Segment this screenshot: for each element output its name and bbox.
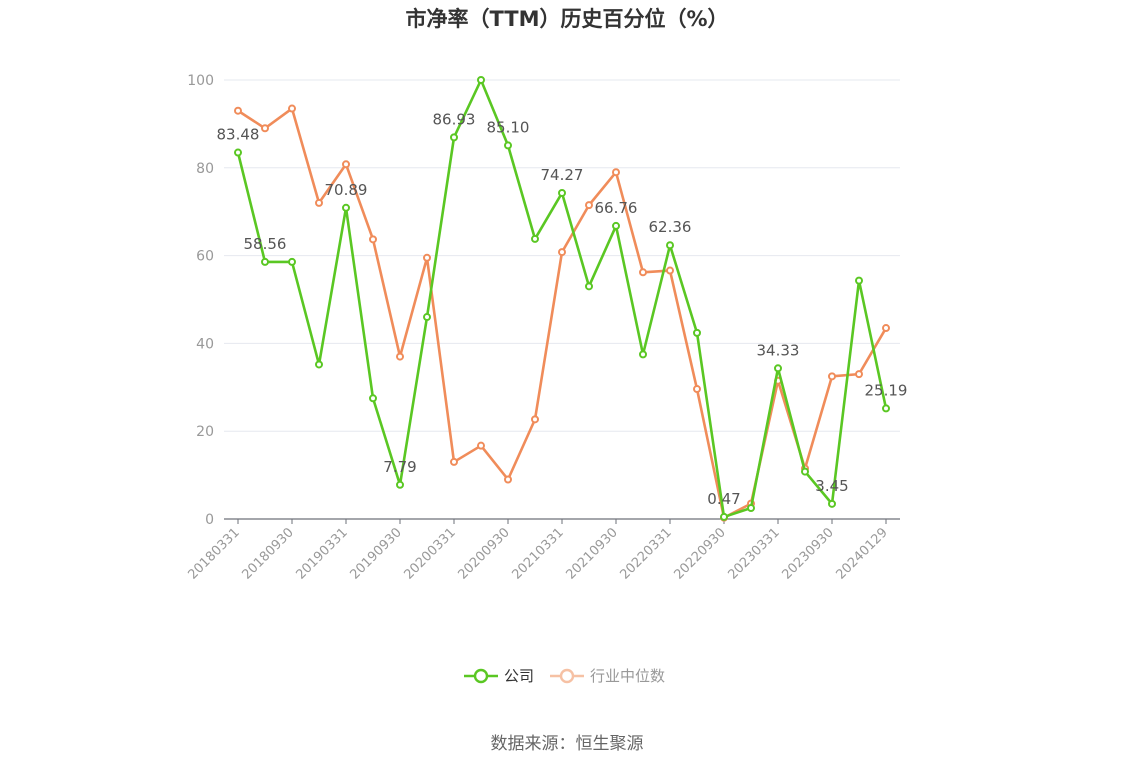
- company-data-point[interactable]: [801, 467, 809, 476]
- company-data-point[interactable]: [288, 257, 296, 266]
- industry-median-data-point[interactable]: [612, 168, 620, 177]
- company-data-point[interactable]: [828, 499, 836, 508]
- company-data-point[interactable]: [477, 76, 485, 84]
- y-tick-label: 20: [196, 424, 214, 440]
- industry-median-data-point[interactable]: [531, 415, 539, 424]
- x-tick-label: 20180930: [239, 525, 296, 582]
- industry-median-data-point[interactable]: [558, 248, 566, 257]
- company-data-point[interactable]: [315, 360, 323, 369]
- company-data-label: 66.76: [595, 199, 638, 217]
- y-tick-label: 80: [196, 161, 214, 177]
- company-data-label: 0.47: [707, 490, 740, 508]
- x-tick-label: 20190930: [347, 525, 404, 582]
- series-layer: [234, 76, 890, 522]
- industry-median-data-point[interactable]: [288, 104, 296, 113]
- x-tick-label: 20200331: [401, 525, 458, 582]
- industry-median-data-point[interactable]: [828, 372, 836, 381]
- industry-median-data-point[interactable]: [261, 124, 269, 133]
- legend-circle-icon: [559, 668, 575, 684]
- x-tick-label: 20180331: [185, 525, 242, 582]
- company-data-label: 70.89: [325, 181, 368, 199]
- company-data-point[interactable]: [531, 234, 539, 243]
- company-data-label: 74.27: [541, 166, 584, 184]
- industry-median-data-point[interactable]: [234, 106, 242, 115]
- industry-median-data-point[interactable]: [666, 266, 674, 275]
- company-data-point[interactable]: [720, 512, 728, 521]
- axes: 0 20 40 60 80 100 2018033120180930201903312019…: [185, 73, 900, 583]
- company-data-point[interactable]: [774, 364, 782, 373]
- company-data-point[interactable]: [423, 313, 431, 322]
- x-tick-label: 20210331: [509, 525, 566, 582]
- company-data-label: 62.36: [649, 218, 692, 236]
- company-data-point[interactable]: [234, 148, 242, 157]
- company-data-point[interactable]: [855, 276, 863, 285]
- company-data-point[interactable]: [504, 141, 512, 150]
- industry-median-data-point[interactable]: [639, 268, 647, 277]
- industry-median-data-point[interactable]: [504, 475, 512, 484]
- company-data-point[interactable]: [666, 241, 674, 250]
- industry-median-data-point[interactable]: [882, 324, 890, 333]
- x-tick-label: 20220331: [617, 525, 674, 582]
- company-data-point[interactable]: [558, 188, 566, 197]
- industry-median-data-point[interactable]: [585, 201, 593, 210]
- company-data-point[interactable]: [639, 350, 647, 359]
- y-tick-label: 60: [196, 249, 214, 265]
- y-tick-label: 0: [205, 512, 214, 528]
- company-data-label: 86.93: [433, 110, 476, 128]
- legend-circle-icon: [473, 668, 489, 684]
- company-data-label: 7.79: [383, 458, 416, 476]
- x-tick-label: 20230331: [725, 525, 782, 582]
- legend: 公司 行业中位数: [464, 667, 665, 685]
- y-tick-label: 100: [187, 73, 214, 89]
- y-tick-label: 40: [196, 336, 214, 352]
- legend-label: 行业中位数: [590, 667, 665, 685]
- company-data-point[interactable]: [450, 133, 458, 142]
- legend-item-industry-median[interactable]: 行业中位数: [550, 667, 665, 685]
- company-data-point[interactable]: [747, 504, 755, 513]
- x-tick-label: 20240129: [833, 525, 890, 582]
- legend-label: 公司: [504, 667, 534, 685]
- company-data-point[interactable]: [612, 221, 620, 230]
- legend-item-company[interactable]: 公司: [464, 667, 534, 685]
- company-data-point[interactable]: [261, 257, 269, 266]
- company-data-point[interactable]: [585, 282, 593, 291]
- company-data-label: 34.33: [757, 341, 800, 359]
- company-data-label: 58.56: [244, 235, 287, 253]
- company-data-label: 83.48: [217, 126, 260, 144]
- chart-title: 市净率（TTM）历史百分位（%）: [405, 7, 729, 31]
- industry-median-data-point[interactable]: [315, 198, 323, 207]
- x-tick-label: 20190331: [293, 525, 350, 582]
- industry-median-data-point[interactable]: [342, 160, 350, 169]
- x-tick-label: 20210930: [563, 525, 620, 582]
- company-data-point[interactable]: [396, 480, 404, 489]
- x-tick-label: 20200930: [455, 525, 512, 582]
- company-data-label: 3.45: [815, 477, 848, 495]
- company-data-point[interactable]: [882, 404, 890, 413]
- company-data-point[interactable]: [693, 328, 701, 337]
- industry-median-data-point[interactable]: [369, 235, 377, 244]
- industry-median-data-point[interactable]: [396, 352, 404, 361]
- industry-median-data-point[interactable]: [450, 457, 458, 466]
- company-data-label: 85.10: [487, 118, 530, 136]
- industry-median-data-point[interactable]: [855, 370, 863, 379]
- industry-median-data-point[interactable]: [477, 441, 485, 450]
- industry-median-data-point[interactable]: [423, 253, 431, 262]
- x-tick-label: 20220930: [671, 525, 728, 582]
- source-note: 数据来源：恒生聚源: [490, 734, 644, 754]
- industry-median-data-point[interactable]: [693, 385, 701, 394]
- company-data-point[interactable]: [342, 203, 350, 212]
- x-tick-label: 20230930: [779, 525, 836, 582]
- company-data-label: 25.19: [865, 381, 908, 399]
- company-data-point[interactable]: [369, 394, 377, 403]
- company-series-line: [236, 78, 888, 519]
- data-labels: 83.48 58.56 70.89 7.79 86.93 85.10 74.27 66.76 6…: [217, 110, 908, 508]
